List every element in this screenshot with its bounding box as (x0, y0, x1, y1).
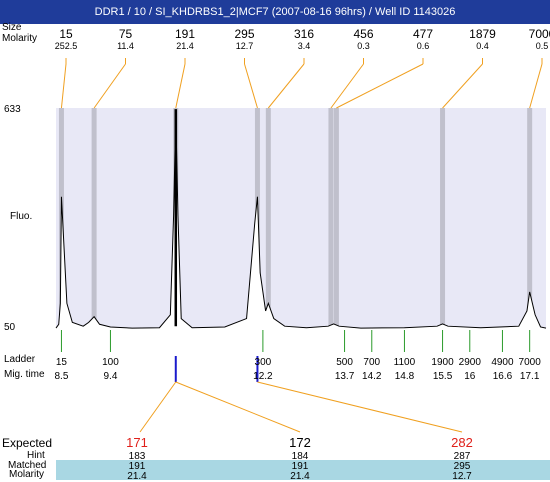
molarity-row-label: Molarity (9, 469, 45, 480)
expected-molarity-0: 21.4 (127, 471, 147, 482)
ladder-size-8: 4900 (491, 357, 514, 368)
peak-connector-2 (175, 63, 186, 109)
peak-molarity-4: 3.4 (297, 41, 311, 51)
ladder-mig-5: 14.8 (394, 371, 415, 382)
ladder-size-4: 700 (363, 357, 381, 368)
ladder-mig-9: 17.1 (519, 371, 540, 382)
ladder-size-6: 1900 (431, 357, 454, 368)
ladder-size-0: 15 (55, 357, 67, 368)
peak-size-8: 7000 (528, 27, 550, 41)
peak-connector-6 (336, 63, 424, 109)
peak-size-4: 316 (293, 27, 315, 41)
peak-molarity-0: 252.5 (54, 41, 78, 51)
exp-connector-2 (257, 381, 463, 433)
ladder-size-9: 7000 (518, 357, 541, 368)
exp-connector-0 (139, 381, 177, 433)
peak-size-0: 15 (59, 27, 73, 41)
ladder-size-1: 100 (102, 357, 119, 368)
fluo-max-label: 633 (4, 104, 21, 115)
mig-time-label: Mig. time (4, 369, 45, 380)
plot-area (56, 108, 546, 330)
peak-connector-5 (330, 63, 364, 109)
peak-band-4 (265, 108, 271, 330)
peak-size-6: 477 (412, 27, 434, 41)
peak-molarity-8: 0.5 (535, 41, 549, 51)
hint-label: Hint (27, 450, 45, 461)
expected-hint-2: 287 (453, 451, 471, 462)
ladder-label: Ladder (4, 354, 36, 365)
peak-molarity-3: 12.7 (235, 41, 254, 51)
trace-fill (56, 112, 546, 330)
peak-molarity-6: 0.6 (416, 41, 430, 51)
peak-molarity-7: 0.4 (476, 41, 489, 51)
expected-expected-2: 282 (451, 435, 473, 450)
ladder-mig-6: 15.5 (432, 371, 453, 382)
peak-band-5 (328, 108, 334, 330)
window-title: DDR1 / 10 / SI_KHDRBS1_2|MCF7 (2007-08-1… (0, 0, 550, 24)
peak-band-7 (440, 108, 446, 330)
ladder-mig-4: 14.2 (362, 371, 382, 382)
ladder-mig-2: 12.2 (253, 371, 273, 382)
peak-size-7: 1879 (469, 27, 496, 41)
ladder-size-3: 500 (336, 357, 353, 368)
size-label: Size (2, 22, 22, 33)
expected-molarity-1: 21.4 (290, 471, 310, 482)
expected-matched-0: 191 (128, 461, 146, 472)
peak-band-6 (333, 108, 339, 330)
ladder-mig-8: 16.6 (492, 371, 513, 382)
ladder-mig-7: 16 (464, 371, 476, 382)
ladder-size-5: 1100 (393, 357, 416, 368)
expected-matched-1: 191 (291, 461, 309, 472)
matched-band (56, 460, 550, 480)
expected-expected-0: 171 (126, 435, 148, 450)
peak-size-1: 75 (118, 27, 133, 41)
fluo-axis-label: Fluo. (10, 211, 33, 222)
peak-size-3: 295 (234, 27, 255, 41)
matched-label: Matched (8, 460, 47, 471)
expected-expected-1: 172 (289, 435, 311, 450)
peak-connector-1 (93, 63, 126, 109)
ladder-mig-1: 9.4 (103, 371, 118, 382)
expected-label: Expected (2, 436, 53, 450)
ladder-size-7: 2900 (458, 357, 481, 368)
peak-molarity-2: 21.4 (176, 41, 194, 51)
peak-molarity-1: 11.4 (117, 41, 134, 51)
peak-connector-4 (267, 63, 305, 109)
molarity-label: Molarity (2, 33, 38, 44)
peak-connector-3 (244, 63, 258, 109)
trace-line (55, 112, 547, 329)
ladder-size-2: 300 (254, 357, 272, 368)
peak-band-1 (91, 108, 97, 330)
exp-connector-1 (175, 381, 301, 433)
peak-band-8 (527, 108, 533, 330)
fluo-min-label: 50 (4, 322, 16, 333)
peak-connector-0 (60, 63, 67, 109)
peak-molarity-5: 0.3 (357, 41, 370, 51)
ladder-mig-3: 13.7 (334, 371, 355, 382)
peak-connector-8 (529, 63, 543, 109)
peak-connector-7 (442, 63, 483, 109)
ladder-mig-0: 8.5 (54, 371, 69, 382)
peak-size-2: 191 (174, 27, 196, 41)
expected-matched-2: 295 (453, 461, 471, 472)
expected-molarity-2: 12.7 (452, 471, 472, 482)
peak-size-5: 456 (353, 27, 374, 41)
expected-hint-1: 184 (291, 451, 309, 462)
expected-hint-0: 183 (128, 451, 146, 462)
